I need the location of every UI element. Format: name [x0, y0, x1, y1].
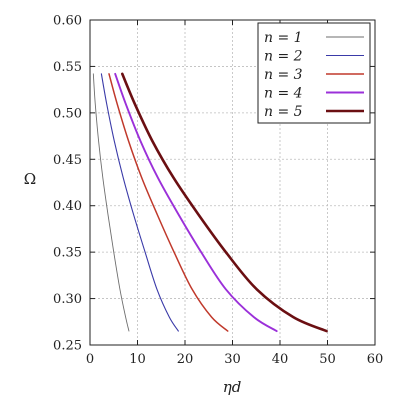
- x-tick-label: 10: [129, 352, 146, 367]
- x-tick-label: 60: [367, 352, 384, 367]
- x-tick-label: 20: [177, 352, 194, 367]
- y-tick-label: 0.40: [53, 199, 82, 214]
- y-tick-label: 0.30: [53, 292, 82, 307]
- x-tick-label: 40: [272, 352, 289, 367]
- series-line-n5: [121, 72, 328, 333]
- series-line-n2: [100, 73, 179, 332]
- legend-label-n4: n = 4: [264, 86, 303, 102]
- y-tick-label: 0.45: [53, 153, 82, 168]
- y-tick-label: 0.35: [53, 246, 82, 261]
- y-tick-label: 0.55: [53, 60, 82, 75]
- series-line-n4: [114, 72, 278, 333]
- legend-box: [257, 22, 371, 124]
- series-lines: [92, 72, 328, 333]
- x-tick-label: 30: [224, 352, 241, 367]
- series-line-n3: [108, 73, 229, 332]
- y-tick-label: 0.60: [53, 14, 82, 29]
- y-tick-label: 0.50: [53, 106, 82, 121]
- series-line-n1: [92, 73, 130, 332]
- legend-label-n2: n = 2: [264, 49, 303, 65]
- legend: n = 1 n = 2 n = 3 n = 4 n = 5: [257, 22, 371, 124]
- y-axis-label: Ω: [24, 170, 36, 188]
- legend-label-n5: n = 5: [264, 104, 303, 120]
- x-axis-label: ηd: [223, 378, 242, 396]
- x-tick-label: 50: [319, 352, 336, 367]
- x-tick-label: 0: [86, 352, 94, 367]
- legend-label-n3: n = 3: [264, 67, 303, 83]
- legend-label-n1: n = 1: [264, 30, 303, 46]
- y-ticks: 0.25 0.30 0.35 0.40 0.45 0.50 0.55 0.60: [53, 14, 375, 354]
- y-tick-label: 0.25: [53, 339, 82, 354]
- x-ticks: 0 10 20 30 40 50 60: [86, 20, 383, 367]
